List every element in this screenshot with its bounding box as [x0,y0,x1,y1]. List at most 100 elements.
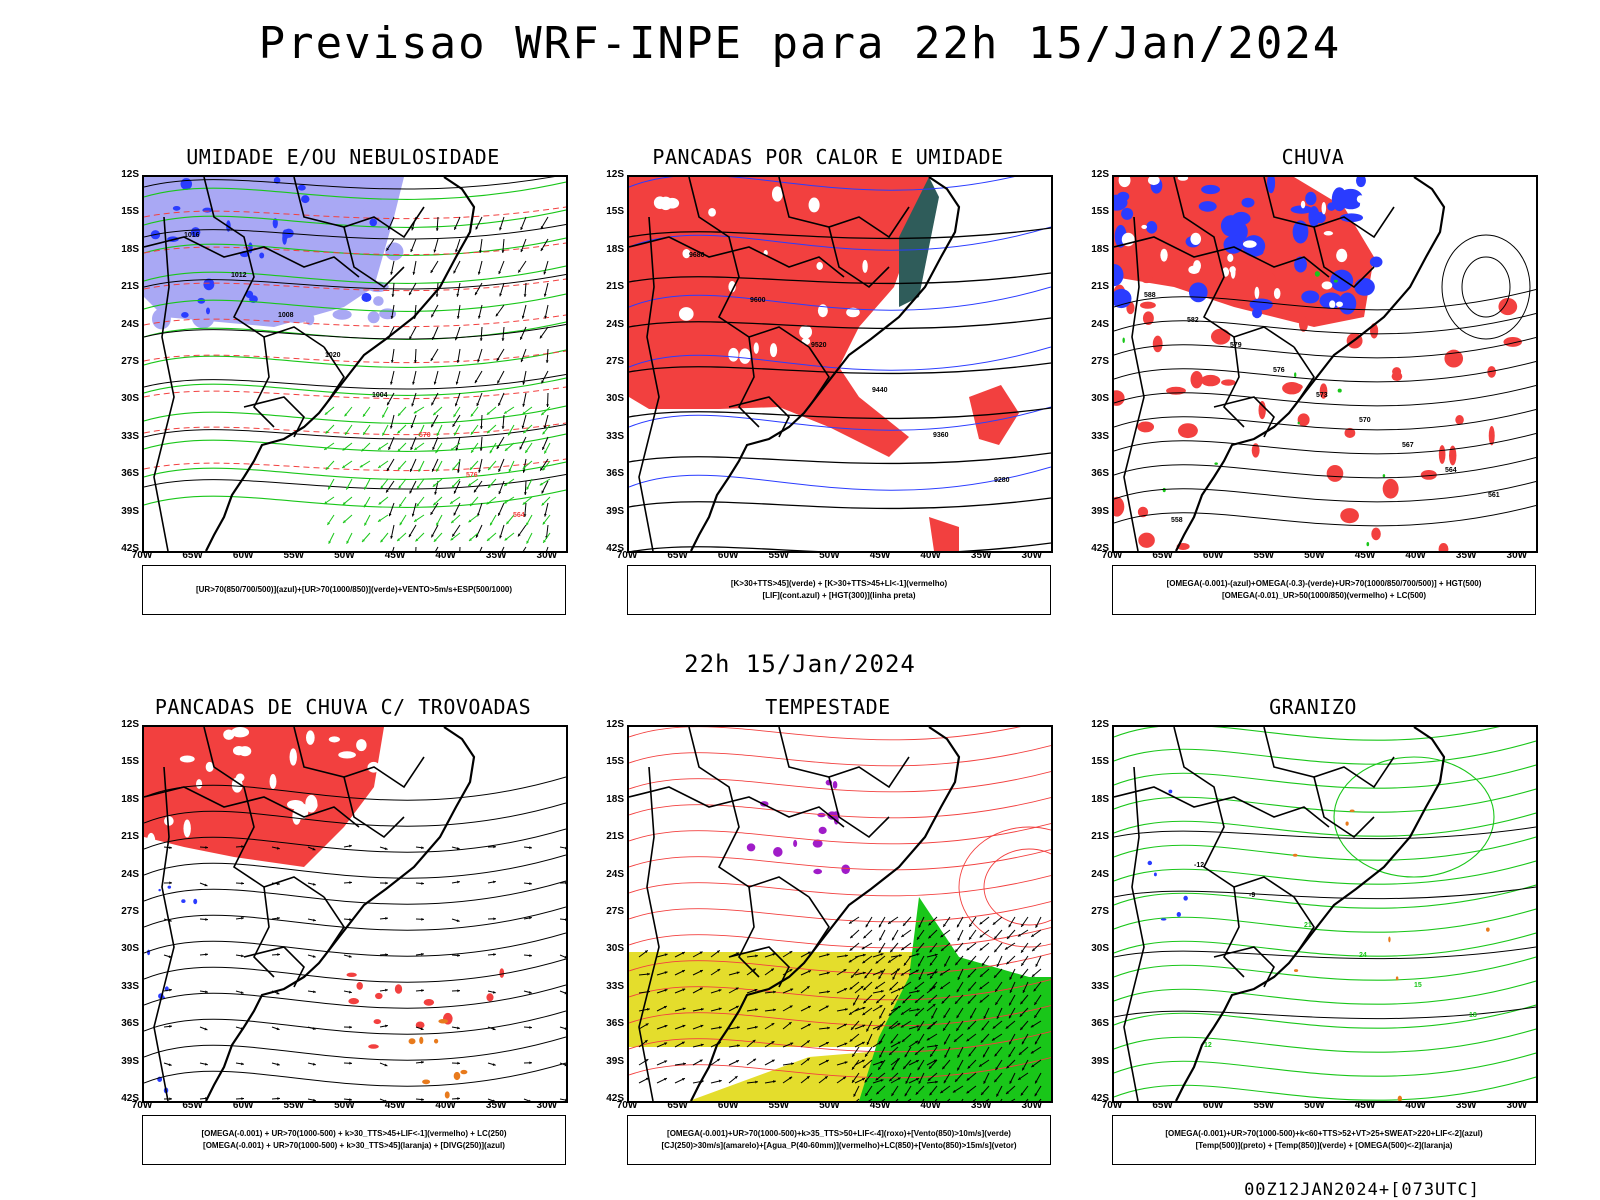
lon-tick-label: 55W [768,1100,790,1111]
clear-spot [739,348,751,364]
latitude-axis: 12S 15S 18S 21S 24S 27S 30S 33S 36S 39S 42S [590,719,626,1104]
wind-vector-head [348,954,352,958]
wind-vector-head [1034,1093,1038,1097]
wind-vector-head [957,1054,961,1058]
wind-vector-head [539,335,543,339]
height-500hpa-contour [1114,337,1536,359]
thunderstorm-cell [415,1021,425,1029]
streamline [144,1010,566,1035]
legend-line: [Temp(500)](preto) + [Temp(850)](verde) … [1195,1141,1453,1150]
wind-vector-head [431,424,434,428]
wind-vector-head [457,470,460,473]
rain-cell [1210,328,1231,345]
wind-vector-head [807,1023,811,1027]
clear-spot [305,794,318,813]
contour-label: 9680 [689,252,705,259]
contour-label: 576 [1273,367,1285,374]
wind-vector-head [451,484,455,488]
contour-label: 579 [1230,342,1242,349]
lon-tick-label: 40W [1405,550,1426,561]
wind-vector-head [362,413,366,417]
wind-vector-head [565,881,566,885]
lat-tick-label: 18S [1091,793,1109,805]
rain-cell [1344,427,1356,439]
lat-tick-label: 12S [1091,169,1109,180]
wind-vector-head [957,976,961,980]
panel-tempestade: TEMPESTADE 12S 15S 18S 21S 24S 27S 30S 33S 36S 39S… [590,695,1060,1185]
wind-vector-head [457,989,460,993]
wind-vector-head [918,1080,922,1084]
wind-vector-head [503,500,507,504]
wind-vector-head [880,1079,884,1082]
wind-vector-head [565,1098,566,1101]
wind-vector-head [388,446,391,450]
wind-vector-head [276,1062,280,1066]
forecast-map [627,725,1053,1103]
height-300hpa-contour [631,542,1051,551]
legend-box: [OMEGA(-0.001)+UR>70(1000-500)+k<60+TTS>… [1112,1115,1536,1165]
humidity-cell [334,270,353,288]
wind-vector-head [862,953,866,957]
clear-spot [353,841,361,852]
wind-vector-head [488,485,491,488]
clear-spot [1336,248,1348,263]
wind-vector-head [753,1058,757,1062]
streamline [144,880,566,905]
wind-vector-head [865,1093,869,1096]
wind-vector-head [852,1079,855,1083]
wind-vector-head [1009,1041,1012,1045]
wind-vector-head [469,466,473,470]
rain-cell [1371,527,1381,541]
severe-storm-cell [832,781,838,789]
wind-vector-head [790,988,794,992]
contour-label: 570 [1359,417,1371,424]
wind-vector-head [664,953,668,957]
wind-vector-head [543,513,547,517]
wind-vector-head [454,337,458,341]
wind-vector-head [522,465,526,469]
wind-vector-head [1009,989,1013,993]
wind-vector-head [917,1008,920,1012]
clear-spot [1321,281,1333,290]
wind-vector-head [850,935,854,939]
wind-vector-head [955,1001,958,1004]
lat-tick-label: 36S [121,468,139,480]
lat-tick-label: 30S [121,943,139,955]
wind-vector-head [408,534,412,538]
wind-vector-head [917,1041,921,1045]
wind-vector-head [276,1027,280,1031]
rain-cell [1166,386,1186,395]
wind-vector-head [409,336,412,340]
temperature-850-contour [1114,764,1536,789]
precipitable-water-contour [629,797,1051,819]
lat-tick-label: 15S [121,756,139,768]
longitude-axis: 70W 65W 60W 55W 50W 45W 40W 35W 30W [617,550,1049,564]
wind-vector-head [789,951,793,954]
lat-tick-label: 39S [121,1055,139,1067]
panel-title: CHUVA [1281,145,1345,169]
wind-vector-head [498,402,501,406]
wind-vector-head [529,846,532,850]
wind-vector-head [542,446,545,450]
wind-vector [459,546,461,551]
wind-vector [415,546,417,551]
lifted-index-contour [629,286,1051,311]
wind-vector-head [930,975,933,979]
thunderstorm-cell [368,1044,379,1049]
wind-vector-head [521,315,525,319]
wind-vector-head [773,990,776,994]
wind-vector-head [891,1093,895,1097]
wind-vector-head [966,947,970,951]
temperature-850-contour [1114,836,1536,861]
wind-vector-head [453,490,457,494]
precipitable-water-contour [629,979,1051,1001]
wind-vector-head [879,1040,883,1044]
wind-vector-head [498,271,502,275]
vertical-motion-cell [1345,821,1349,826]
wind-vector-head [996,963,1000,967]
clear-spot [269,774,277,789]
wind-vector-head [983,1080,987,1084]
wind-vector-head [382,432,385,436]
clear-spot [769,343,778,358]
humidity-cell-dense [259,252,265,259]
